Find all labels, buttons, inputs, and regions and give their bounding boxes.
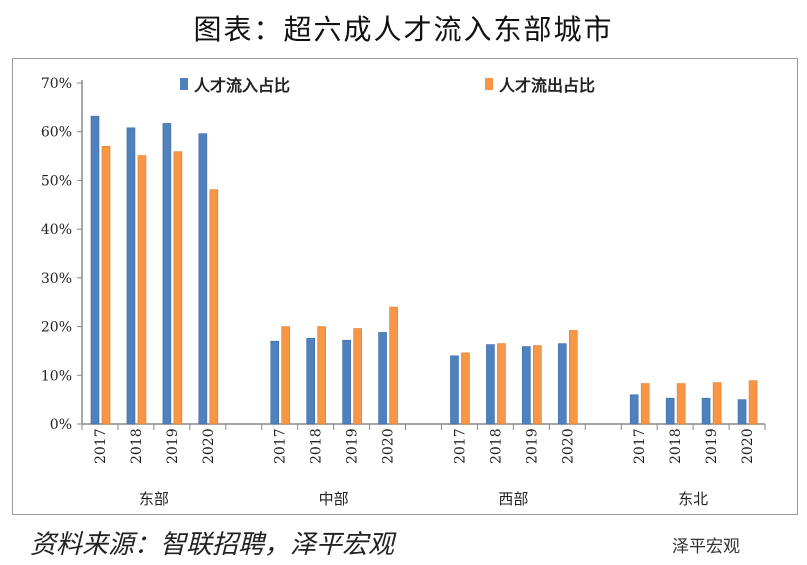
x-tick-label: 2019 xyxy=(704,428,720,464)
bar-inflow xyxy=(450,355,459,425)
group-label: 西部 xyxy=(498,490,528,508)
bar-outflow xyxy=(748,380,758,425)
x-tick-label: 2020 xyxy=(381,428,397,464)
bar-outflow xyxy=(533,345,542,425)
bar-outflow xyxy=(497,343,506,425)
bar-outflow xyxy=(317,326,326,425)
y-tick-label: 20% xyxy=(41,320,72,336)
bar-inflow xyxy=(701,397,711,425)
x-tick-label: 2020 xyxy=(201,428,217,464)
x-tick-label: 2018 xyxy=(488,428,504,464)
x-tick-label: 2017 xyxy=(273,428,289,464)
bar-inflow xyxy=(162,123,172,425)
bar-outflow xyxy=(101,146,111,425)
bar-inflow xyxy=(342,339,351,425)
bar-outflow xyxy=(676,383,686,425)
y-tick-label: 40% xyxy=(41,222,72,238)
y-tick-label: 70% xyxy=(41,76,72,92)
x-tick-label: 2017 xyxy=(452,428,468,464)
x-tick-label: 2019 xyxy=(524,428,540,464)
brand-watermark: 泽平宏观 xyxy=(672,537,740,557)
chart-frame xyxy=(12,58,798,515)
bar-inflow xyxy=(486,344,495,425)
bar-inflow xyxy=(126,127,136,425)
bar-outflow xyxy=(389,306,398,425)
bar-inflow xyxy=(737,399,747,425)
bar-inflow xyxy=(90,115,100,425)
bar-outflow xyxy=(137,155,147,425)
x-tick-label: 2018 xyxy=(309,428,325,464)
figure-title: 图表：超六成人才流入东部城市 xyxy=(193,13,614,46)
bar-inflow xyxy=(378,332,387,425)
bar-outflow xyxy=(209,189,219,425)
y-tick-label: 10% xyxy=(41,368,72,384)
x-tick-label: 2018 xyxy=(129,428,145,464)
bar-outflow xyxy=(569,330,578,425)
bar-inflow xyxy=(558,343,567,425)
group-label: 东部 xyxy=(139,490,169,508)
bar-inflow xyxy=(306,337,315,425)
x-tick-label: 2020 xyxy=(740,428,756,464)
x-tick-label: 2019 xyxy=(345,428,361,464)
bar-outflow xyxy=(640,383,650,425)
x-tick-label: 2020 xyxy=(560,428,576,464)
bar-outflow xyxy=(173,151,183,425)
bar-outflow xyxy=(461,352,470,425)
x-tick-label: 2019 xyxy=(165,428,181,464)
y-tick-label: 50% xyxy=(41,173,72,189)
source-note: 资料来源：智联招聘，泽平宏观 xyxy=(30,530,395,560)
bar-outflow xyxy=(353,328,362,425)
bar-inflow xyxy=(270,340,280,425)
bar-inflow xyxy=(522,346,531,425)
bar-inflow xyxy=(198,133,208,425)
y-tick-label: 30% xyxy=(41,271,72,287)
x-tick-label: 2018 xyxy=(668,428,684,464)
x-tick-label: 2017 xyxy=(632,428,648,464)
legend-inflow-label: 人才流入占比 xyxy=(194,76,290,95)
legend-inflow-swatch xyxy=(180,78,188,90)
group-label: 东北 xyxy=(678,490,708,508)
bar-inflow xyxy=(665,397,675,425)
bar-inflow xyxy=(629,394,639,425)
y-tick-label: 0% xyxy=(50,417,72,433)
legend-outflow-label: 人才流出占比 xyxy=(499,76,595,95)
bar-outflow xyxy=(712,382,722,425)
legend-outflow-swatch xyxy=(485,78,493,90)
y-tick-label: 60% xyxy=(41,125,72,141)
group-label: 中部 xyxy=(319,490,349,508)
bar-outflow xyxy=(281,326,291,425)
x-tick-label: 2017 xyxy=(93,428,109,464)
